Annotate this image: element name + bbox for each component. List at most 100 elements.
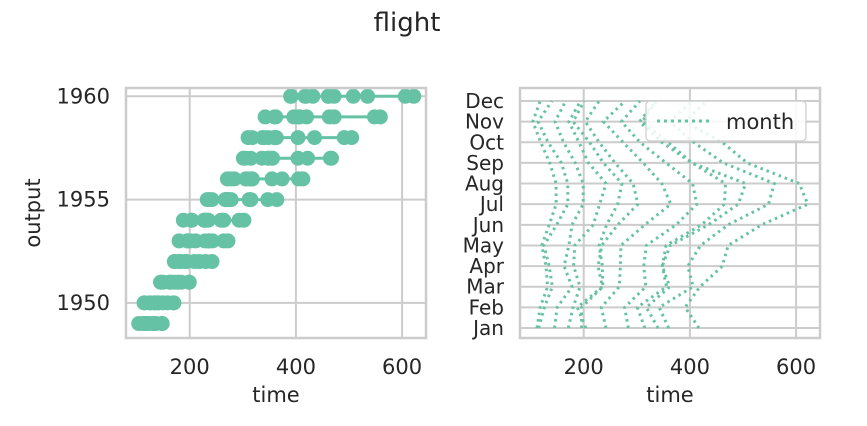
right-y-tick-label: May xyxy=(463,233,505,257)
left-plot-frame xyxy=(124,86,428,340)
left-series-1958 xyxy=(240,130,360,146)
left-data-point xyxy=(257,109,273,125)
left-data-point xyxy=(268,109,284,125)
right-y-tick-label: Sep xyxy=(466,151,504,175)
figure-title: flight xyxy=(374,8,441,38)
right-x-tick-label: 600 xyxy=(776,355,816,379)
right-series-1960 xyxy=(682,99,810,329)
left-data-point xyxy=(323,150,339,166)
left-data-point xyxy=(164,274,180,290)
left-series-1954 xyxy=(175,212,252,228)
left-series-1955 xyxy=(199,192,285,208)
right-x-tick-labels: 200 400 600 xyxy=(564,355,816,379)
left-data-point xyxy=(344,130,360,146)
legend-label: month xyxy=(726,110,794,134)
right-series-1956 xyxy=(619,99,699,329)
left-data-point xyxy=(283,88,299,104)
left-data-point xyxy=(291,171,307,187)
right-series-1951 xyxy=(553,100,585,329)
left-data-point xyxy=(254,150,270,166)
left-data-point xyxy=(237,150,253,166)
right-panel: 200 400 600 JanFebMarAprMayJunJulAugSepOct… xyxy=(463,86,822,407)
left-data-point xyxy=(321,109,337,125)
left-data-point xyxy=(372,109,388,125)
left-x-tick-label: 200 xyxy=(170,355,210,379)
left-x-tick-label: 600 xyxy=(382,355,422,379)
left-panel: 200 400 600 1950 1955 1960 time output xyxy=(21,84,428,407)
right-series-1952 xyxy=(566,100,608,329)
left-data-point xyxy=(266,130,282,146)
right-plot-frame xyxy=(518,86,822,340)
right-x-tick-label: 200 xyxy=(564,355,604,379)
legend: month xyxy=(645,100,807,142)
left-data-point xyxy=(138,316,154,332)
left-data-point xyxy=(254,130,270,146)
left-data-point xyxy=(290,130,306,146)
left-series-1950 xyxy=(136,295,182,311)
left-x-axis-label: time xyxy=(252,383,299,407)
left-data-point xyxy=(238,171,254,187)
left-y-axis-label: output xyxy=(21,178,45,247)
left-data-point xyxy=(397,88,413,104)
left-data-point xyxy=(306,130,322,146)
right-y-tick-label: Oct xyxy=(469,130,504,154)
left-series-1953 xyxy=(171,233,236,249)
left-data-point xyxy=(345,88,361,104)
left-data-point xyxy=(219,171,235,187)
left-data-point xyxy=(183,212,199,228)
left-data-point xyxy=(241,192,257,208)
left-series-group xyxy=(131,88,422,332)
right-y-tick-label: Mar xyxy=(466,275,505,299)
left-series-1952 xyxy=(166,254,220,270)
left-data-point xyxy=(290,150,306,166)
right-series-1953 xyxy=(571,100,624,328)
left-series-1956 xyxy=(219,171,311,187)
right-y-tick-label: Jul xyxy=(478,192,504,216)
left-data-point xyxy=(204,254,220,270)
right-y-tick-label: Jun xyxy=(471,213,504,237)
left-data-point xyxy=(320,88,336,104)
left-data-point xyxy=(201,192,217,208)
right-series-1950 xyxy=(536,100,570,329)
left-data-point xyxy=(136,295,152,311)
left-y-tick-labels: 1950 1955 1960 xyxy=(57,84,110,315)
left-y-tick-label: 1950 xyxy=(57,291,110,315)
right-series-1954 xyxy=(575,100,640,329)
right-series-1955 xyxy=(599,99,673,329)
left-series-1959 xyxy=(257,109,388,125)
right-series-1949 xyxy=(531,100,558,329)
left-y-tick-label: 1960 xyxy=(57,84,110,108)
left-data-point xyxy=(197,212,213,228)
right-y-tick-label: Aug xyxy=(465,172,504,196)
left-data-point xyxy=(223,192,239,208)
legend-box xyxy=(645,100,807,142)
left-data-point xyxy=(360,88,376,104)
left-data-point xyxy=(201,233,217,249)
right-y-tick-label: Jan xyxy=(471,316,504,340)
left-data-point xyxy=(213,212,229,228)
left-data-point xyxy=(305,88,321,104)
left-y-tick-label: 1955 xyxy=(57,188,110,212)
right-x-axis-label: time xyxy=(646,383,693,407)
right-y-tick-label: Feb xyxy=(469,295,504,319)
left-x-tick-labels: 200 400 600 xyxy=(170,355,422,379)
left-data-point xyxy=(291,109,307,125)
right-y-tick-label: Dec xyxy=(465,89,504,113)
left-data-point xyxy=(220,233,236,249)
left-data-point xyxy=(182,233,198,249)
left-series-1951 xyxy=(153,274,197,290)
left-data-point xyxy=(179,254,195,270)
left-data-point xyxy=(153,274,169,290)
left-data-point xyxy=(240,130,256,146)
left-data-point xyxy=(167,254,183,270)
left-series-1957 xyxy=(235,150,339,166)
right-y-tick-label: Nov xyxy=(465,110,504,134)
left-data-point xyxy=(260,192,276,208)
right-y-tick-label: Apr xyxy=(469,254,504,278)
left-data-point xyxy=(150,295,166,311)
left-series-1949 xyxy=(131,316,170,332)
left-series-1960 xyxy=(283,88,422,104)
left-data-point xyxy=(171,233,187,249)
